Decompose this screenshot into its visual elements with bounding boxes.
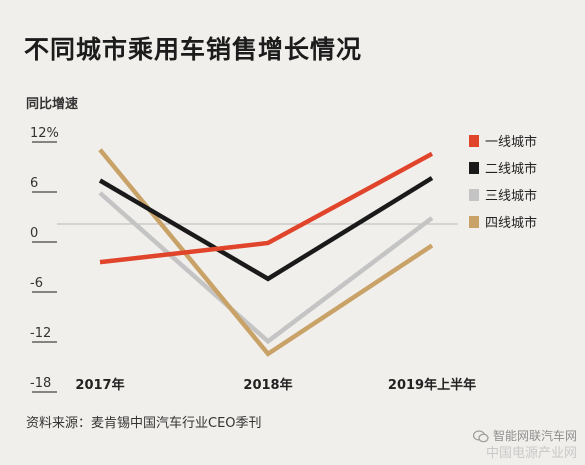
x-tick-label: 2019年上半年	[388, 377, 476, 393]
legend-label-tier2: 二线城市	[485, 162, 538, 177]
series-line-1	[99, 151, 434, 265]
source-note: 资料来源：麦肯锡中国汽车行业CEO季刊	[26, 416, 262, 431]
legend-swatch-tier3	[469, 188, 479, 201]
legend-swatch-tier2	[469, 161, 479, 174]
watermark-line2: 中国电源产业网	[485, 446, 577, 461]
wechat-icon	[472, 430, 489, 443]
legend-swatch-tier1	[469, 134, 479, 147]
legend-item-tier3: 三线城市	[469, 181, 537, 208]
legend-item-tier4: 四线城市	[469, 208, 537, 235]
watermark: 智能网联汽车网 中国电源产业网	[472, 428, 577, 462]
y-tick-label: 12%	[30, 126, 59, 141]
legend-item-tier2: 二线城市	[469, 154, 537, 181]
series-line-2	[98, 176, 434, 282]
legend-item-tier1: 一线城市	[469, 127, 537, 154]
legend-label-tier1: 一线城市	[485, 135, 538, 150]
legend-label-tier3: 三线城市	[485, 189, 538, 204]
y-tick-label: 6	[30, 176, 38, 191]
y-tick-label: -12	[30, 326, 51, 341]
y-tick-label: -6	[30, 276, 43, 291]
x-tick-label: 2017年	[75, 377, 124, 393]
legend-label-tier4: 四线城市	[485, 216, 538, 231]
legend-swatch-tier4	[469, 215, 479, 228]
legend: 一线城市 二线城市 三线城市 四线城市	[469, 127, 537, 235]
series-line-3	[98, 191, 434, 345]
y-tick-label: -18	[30, 376, 51, 391]
chart-title: 不同城市乘用车销售增长情况	[24, 35, 363, 64]
y-tick-label: 0	[30, 226, 38, 241]
watermark-line1: 智能网联汽车网	[492, 429, 577, 443]
series-line-4	[98, 148, 434, 357]
x-tick-label: 2018年	[243, 377, 292, 393]
y-axis-label: 同比增速	[26, 97, 79, 112]
